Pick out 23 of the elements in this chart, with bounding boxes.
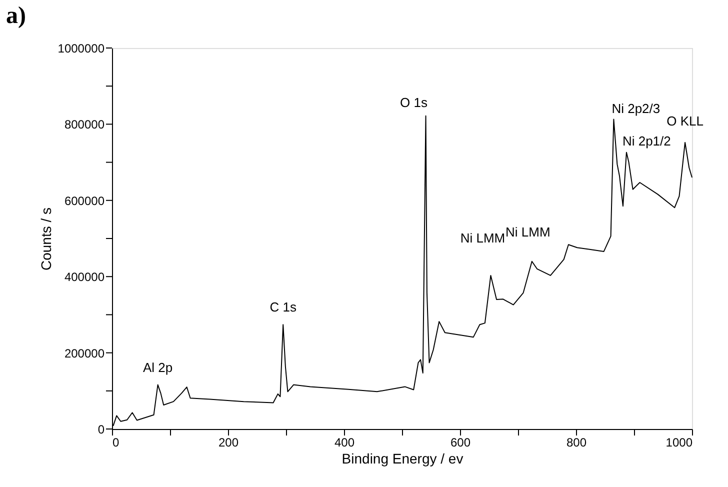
annotation: O KLL [666, 113, 704, 128]
y-tick-label: 800000 [64, 118, 105, 132]
x-tick-label: 800 [566, 436, 587, 450]
annotation: Ni LMM [460, 230, 506, 246]
x-tick-label: 600 [450, 436, 471, 450]
x-axis-title: Binding Energy / ev [342, 450, 464, 466]
x-tick-label: 400 [334, 436, 355, 450]
annotation: Ni LMM [506, 224, 550, 240]
y-axis-title: Counts / s [38, 207, 54, 271]
y-tick-label: 600000 [64, 194, 105, 208]
y-tick-label: 200000 [64, 346, 105, 360]
annotation: Ni 2p2/3 [612, 101, 660, 116]
x-tick-label: 0 [112, 436, 120, 450]
annotation: O 1s [400, 94, 428, 110]
x-tick-label: 1000 [666, 436, 693, 450]
annotation: C 1s [270, 300, 297, 315]
x-tick-label: 200 [218, 436, 239, 450]
y-tick-label: 1000000 [58, 42, 105, 56]
y-tick-label: 400000 [64, 270, 105, 284]
chart-title: a) [6, 3, 26, 29]
annotation: Al 2p [143, 360, 173, 375]
annotation: Ni 2p1/2 [622, 133, 671, 148]
y-tick-label: 0 [98, 422, 105, 436]
